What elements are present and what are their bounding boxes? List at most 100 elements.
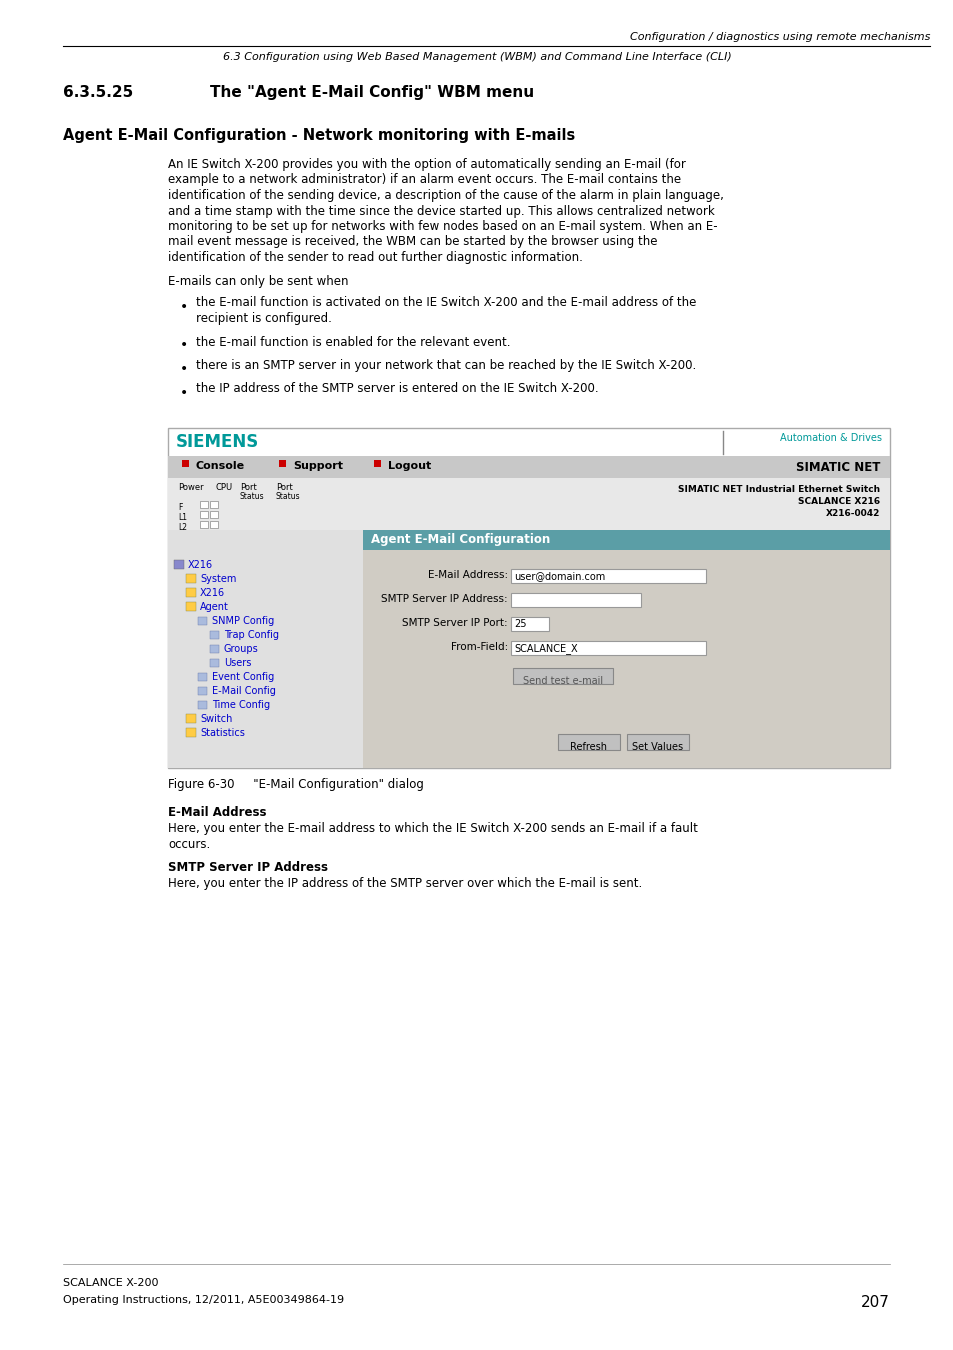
FancyBboxPatch shape bbox=[173, 560, 184, 568]
Text: SIMATIC NET: SIMATIC NET bbox=[795, 460, 879, 474]
Text: X216: X216 bbox=[188, 560, 213, 570]
Text: Console: Console bbox=[195, 460, 245, 471]
Text: An IE Switch X-200 provides you with the option of automatically sending an E-ma: An IE Switch X-200 provides you with the… bbox=[168, 158, 685, 171]
Text: •: • bbox=[180, 386, 188, 400]
FancyBboxPatch shape bbox=[200, 521, 208, 528]
FancyBboxPatch shape bbox=[186, 728, 195, 737]
Text: occurs.: occurs. bbox=[168, 837, 210, 850]
FancyBboxPatch shape bbox=[186, 574, 195, 583]
FancyBboxPatch shape bbox=[278, 460, 286, 467]
Text: Send test e-mail: Send test e-mail bbox=[522, 676, 602, 686]
Text: Port: Port bbox=[275, 483, 293, 491]
FancyBboxPatch shape bbox=[558, 734, 619, 751]
Text: SMTP Server IP Address: SMTP Server IP Address bbox=[168, 861, 328, 873]
Text: mail event message is received, the WBM can be started by the browser using the: mail event message is received, the WBM … bbox=[168, 235, 657, 248]
FancyBboxPatch shape bbox=[200, 501, 208, 508]
Text: the E-mail function is enabled for the relevant event.: the E-mail function is enabled for the r… bbox=[195, 336, 510, 348]
Text: and a time stamp with the time since the device started up. This allows centrali: and a time stamp with the time since the… bbox=[168, 204, 714, 217]
Text: L2: L2 bbox=[178, 522, 187, 532]
FancyBboxPatch shape bbox=[363, 531, 889, 549]
Text: Port: Port bbox=[240, 483, 256, 491]
FancyBboxPatch shape bbox=[511, 641, 705, 655]
Text: E-Mail Address:: E-Mail Address: bbox=[428, 570, 507, 580]
FancyBboxPatch shape bbox=[186, 589, 195, 597]
FancyBboxPatch shape bbox=[186, 714, 195, 724]
Text: Operating Instructions, 12/2011, A5E00349864-19: Operating Instructions, 12/2011, A5E0034… bbox=[63, 1295, 344, 1305]
FancyBboxPatch shape bbox=[168, 478, 889, 531]
Text: 6.3.5.25: 6.3.5.25 bbox=[63, 85, 133, 100]
Text: SCALANCE_X: SCALANCE_X bbox=[514, 643, 577, 653]
Text: X216: X216 bbox=[200, 589, 225, 598]
Text: •: • bbox=[180, 362, 188, 377]
Text: From-Field:: From-Field: bbox=[450, 643, 507, 652]
Text: recipient is configured.: recipient is configured. bbox=[195, 312, 332, 325]
Text: Here, you enter the IP address of the SMTP server over which the E-mail is sent.: Here, you enter the IP address of the SM… bbox=[168, 878, 641, 890]
FancyBboxPatch shape bbox=[200, 512, 208, 518]
Text: E-Mail Address: E-Mail Address bbox=[168, 806, 266, 819]
FancyBboxPatch shape bbox=[511, 568, 705, 583]
FancyBboxPatch shape bbox=[210, 645, 219, 653]
Text: SMTP Server IP Port:: SMTP Server IP Port: bbox=[402, 618, 507, 628]
Text: the IP address of the SMTP server is entered on the IE Switch X-200.: the IP address of the SMTP server is ent… bbox=[195, 382, 598, 396]
Text: identification of the sending device, a description of the cause of the alarm in: identification of the sending device, a … bbox=[168, 189, 723, 202]
Text: •: • bbox=[180, 339, 188, 352]
FancyBboxPatch shape bbox=[198, 687, 207, 695]
Text: Power: Power bbox=[178, 483, 203, 491]
Text: Agent: Agent bbox=[200, 602, 229, 612]
Text: F: F bbox=[178, 504, 182, 512]
Text: example to a network administrator) if an alarm event occurs. The E-mail contain: example to a network administrator) if a… bbox=[168, 174, 680, 186]
Text: SCALANCE X216: SCALANCE X216 bbox=[797, 497, 879, 506]
Text: SMTP Server IP Address:: SMTP Server IP Address: bbox=[381, 594, 507, 603]
Text: E-Mail Config: E-Mail Config bbox=[212, 686, 275, 697]
Text: 6.3 Configuration using Web Based Management (WBM) and Command Line Interface (C: 6.3 Configuration using Web Based Manage… bbox=[222, 53, 731, 62]
Text: Status: Status bbox=[275, 491, 300, 501]
Text: Configuration / diagnostics using remote mechanisms: Configuration / diagnostics using remote… bbox=[629, 32, 929, 42]
Text: Logout: Logout bbox=[388, 460, 431, 471]
Text: Agent E-Mail Configuration - Network monitoring with E-mails: Agent E-Mail Configuration - Network mon… bbox=[63, 128, 575, 143]
Text: Automation & Drives: Automation & Drives bbox=[780, 433, 882, 443]
FancyBboxPatch shape bbox=[168, 531, 363, 768]
Text: SCALANCE X-200: SCALANCE X-200 bbox=[63, 1278, 158, 1288]
FancyBboxPatch shape bbox=[198, 674, 207, 680]
Text: Event Config: Event Config bbox=[212, 672, 274, 682]
Text: SIMATIC NET Industrial Ethernet Switch: SIMATIC NET Industrial Ethernet Switch bbox=[678, 485, 879, 494]
Text: Trap Config: Trap Config bbox=[224, 630, 278, 640]
FancyBboxPatch shape bbox=[374, 460, 380, 467]
Text: L1: L1 bbox=[178, 513, 187, 522]
Text: there is an SMTP server in your network that can be reached by the IE Switch X-2: there is an SMTP server in your network … bbox=[195, 359, 696, 373]
Text: monitoring to be set up for networks with few nodes based on an E-mail system. W: monitoring to be set up for networks wit… bbox=[168, 220, 717, 234]
FancyBboxPatch shape bbox=[210, 659, 219, 667]
Text: CPU: CPU bbox=[215, 483, 233, 491]
Text: 25: 25 bbox=[514, 620, 526, 629]
Text: the E-mail function is activated on the IE Switch X-200 and the E-mail address o: the E-mail function is activated on the … bbox=[195, 297, 696, 309]
FancyBboxPatch shape bbox=[198, 701, 207, 709]
Text: Groups: Groups bbox=[224, 644, 258, 653]
FancyBboxPatch shape bbox=[210, 521, 218, 528]
FancyBboxPatch shape bbox=[210, 630, 219, 639]
Text: 207: 207 bbox=[861, 1295, 889, 1309]
Text: SNMP Config: SNMP Config bbox=[212, 616, 274, 626]
Text: Set Values: Set Values bbox=[632, 743, 683, 752]
Text: System: System bbox=[200, 574, 236, 585]
Text: Here, you enter the E-mail address to which the IE Switch X-200 sends an E-mail : Here, you enter the E-mail address to wh… bbox=[168, 822, 698, 836]
FancyBboxPatch shape bbox=[198, 617, 207, 625]
Text: X216-0042: X216-0042 bbox=[824, 509, 879, 518]
Text: Statistics: Statistics bbox=[200, 728, 245, 738]
Text: identification of the sender to read out further diagnostic information.: identification of the sender to read out… bbox=[168, 251, 582, 265]
Text: Figure 6-30     "E-Mail Configuration" dialog: Figure 6-30 "E-Mail Configuration" dialo… bbox=[168, 778, 423, 791]
Text: Time Config: Time Config bbox=[212, 701, 270, 710]
FancyBboxPatch shape bbox=[186, 602, 195, 612]
FancyBboxPatch shape bbox=[168, 428, 889, 768]
Text: Agent E-Mail Configuration: Agent E-Mail Configuration bbox=[371, 533, 550, 545]
Text: SIEMENS: SIEMENS bbox=[175, 433, 259, 451]
FancyBboxPatch shape bbox=[513, 668, 613, 684]
Text: Status: Status bbox=[240, 491, 264, 501]
Text: user@domain.com: user@domain.com bbox=[514, 571, 604, 580]
Text: •: • bbox=[180, 300, 188, 313]
FancyBboxPatch shape bbox=[210, 501, 218, 508]
FancyBboxPatch shape bbox=[363, 531, 889, 768]
FancyBboxPatch shape bbox=[168, 456, 889, 478]
FancyBboxPatch shape bbox=[511, 617, 548, 630]
Text: Refresh: Refresh bbox=[570, 743, 607, 752]
FancyBboxPatch shape bbox=[210, 512, 218, 518]
